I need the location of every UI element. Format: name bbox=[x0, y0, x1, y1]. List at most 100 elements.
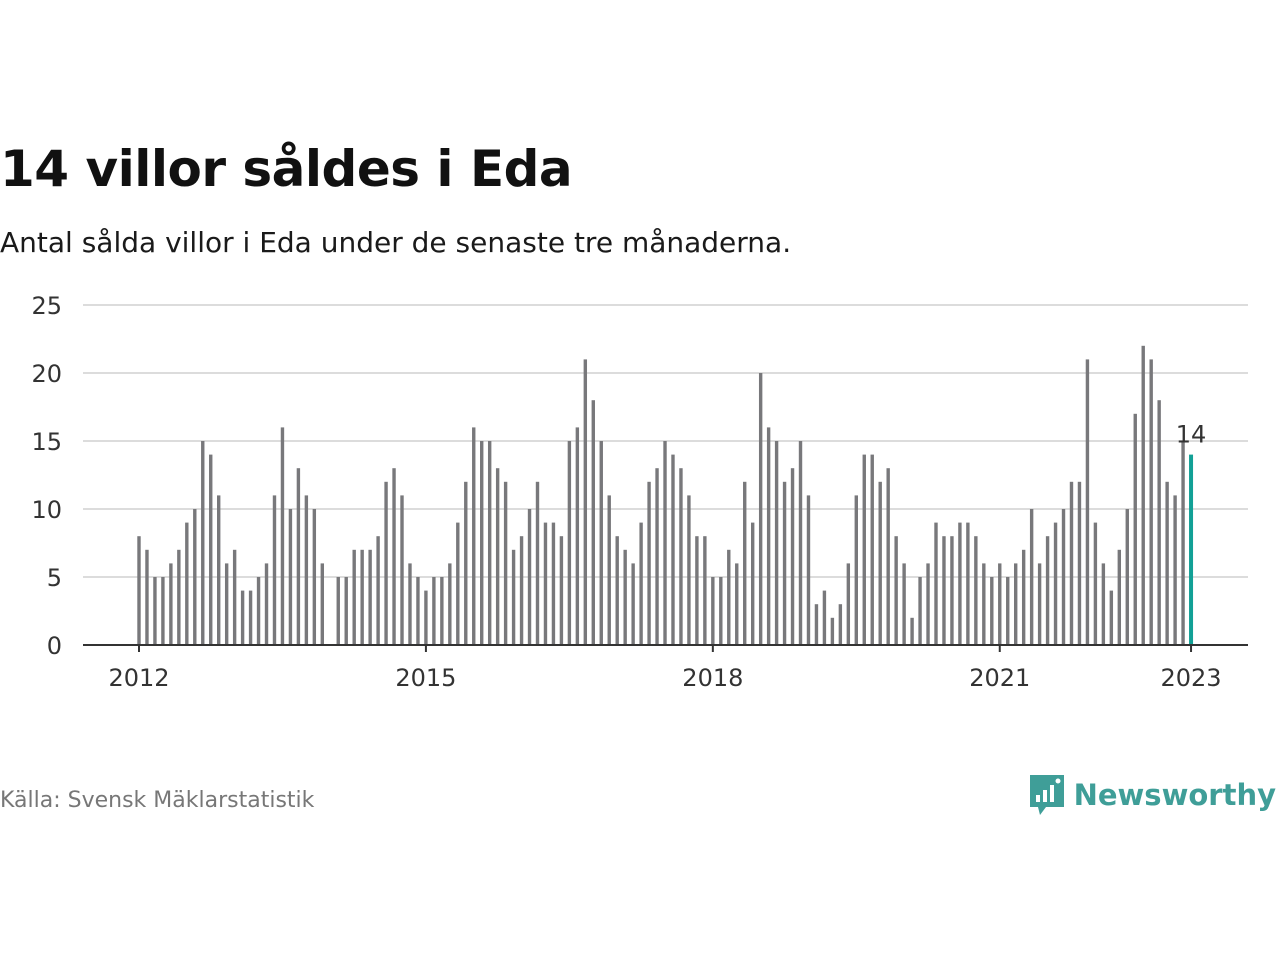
bar bbox=[870, 454, 874, 645]
bar bbox=[535, 481, 540, 645]
bar bbox=[440, 577, 444, 645]
x-tick-label: 2012 bbox=[108, 664, 169, 692]
bar bbox=[336, 577, 340, 645]
bar bbox=[256, 577, 261, 645]
bar bbox=[1101, 563, 1106, 645]
bar bbox=[368, 549, 372, 645]
bar bbox=[703, 536, 707, 645]
bar bbox=[567, 441, 572, 645]
bar bbox=[487, 441, 492, 645]
bar bbox=[495, 468, 500, 645]
newsworthy-logo-icon bbox=[1029, 775, 1064, 815]
bar bbox=[1157, 400, 1161, 645]
bar bbox=[743, 481, 747, 645]
highlight-value-label: 14 bbox=[1176, 421, 1207, 449]
bar bbox=[224, 563, 229, 645]
bar bbox=[543, 522, 548, 645]
bar bbox=[599, 441, 603, 645]
bar bbox=[344, 577, 348, 645]
x-tick-label: 2021 bbox=[969, 664, 1030, 692]
bar bbox=[201, 441, 205, 645]
bar bbox=[966, 522, 970, 645]
bar bbox=[878, 481, 882, 645]
bar bbox=[1045, 536, 1050, 645]
bar bbox=[264, 563, 269, 645]
bar bbox=[312, 509, 317, 645]
bar bbox=[918, 577, 922, 645]
bar bbox=[400, 495, 404, 645]
bar bbox=[1117, 549, 1122, 645]
bar bbox=[623, 549, 627, 645]
bar bbox=[376, 536, 380, 645]
bar bbox=[1053, 522, 1058, 645]
bar bbox=[758, 373, 763, 645]
brand-logo[interactable]: Newsworthy bbox=[1028, 773, 1276, 817]
bar bbox=[551, 522, 556, 645]
bar bbox=[902, 563, 906, 645]
bar bbox=[615, 536, 619, 645]
bar bbox=[950, 536, 954, 645]
bar bbox=[942, 536, 946, 645]
bar bbox=[886, 468, 890, 645]
bar bbox=[639, 522, 643, 645]
bar bbox=[990, 577, 994, 645]
bar bbox=[472, 427, 476, 645]
bar bbox=[503, 481, 508, 645]
bar-chart: 0 5 10 15 20 25 2012 2015 2018 2021 2023 14 bbox=[31, 292, 1248, 692]
bar bbox=[424, 590, 428, 645]
bar bbox=[145, 549, 149, 645]
bar bbox=[217, 495, 221, 645]
bar bbox=[1014, 563, 1018, 645]
bar bbox=[1021, 549, 1026, 645]
y-tick-label: 15 bbox=[31, 428, 62, 456]
bar bbox=[153, 577, 157, 645]
bar bbox=[854, 495, 858, 645]
bar bbox=[814, 604, 819, 645]
bar bbox=[456, 522, 460, 645]
bar bbox=[822, 590, 827, 645]
bar bbox=[304, 495, 309, 645]
bar bbox=[1093, 522, 1098, 645]
bar bbox=[1037, 563, 1042, 645]
y-tick-label: 25 bbox=[31, 292, 62, 320]
x-tick-label: 2015 bbox=[395, 664, 456, 692]
x-tick-label: 2023 bbox=[1161, 664, 1222, 692]
bar bbox=[1029, 509, 1034, 645]
bar bbox=[248, 590, 253, 645]
bar bbox=[998, 563, 1002, 645]
bar bbox=[766, 427, 771, 645]
bar bbox=[934, 522, 938, 645]
bar bbox=[519, 536, 524, 645]
bar bbox=[193, 509, 197, 645]
bar bbox=[1006, 577, 1010, 645]
bar bbox=[798, 441, 803, 645]
bars bbox=[137, 345, 1194, 645]
bar bbox=[1069, 481, 1074, 645]
bar bbox=[464, 481, 468, 645]
bar bbox=[782, 481, 787, 645]
bar bbox=[655, 468, 659, 645]
bar bbox=[862, 454, 866, 645]
bar bbox=[750, 522, 755, 645]
source-note: Källa: Svensk Mäklarstatistik bbox=[0, 788, 315, 813]
bar bbox=[774, 441, 779, 645]
y-tick-label: 10 bbox=[31, 496, 62, 524]
bar bbox=[392, 468, 396, 645]
bar bbox=[790, 468, 795, 645]
y-tick-label: 20 bbox=[31, 360, 62, 388]
chart-subtitle: Antal sålda villor i Eda under de senast… bbox=[0, 226, 792, 259]
bar bbox=[958, 522, 962, 645]
bar bbox=[679, 468, 683, 645]
bar bbox=[384, 481, 388, 645]
bar bbox=[1141, 345, 1145, 645]
bar bbox=[177, 549, 181, 645]
bar bbox=[360, 549, 364, 645]
bar bbox=[719, 577, 723, 645]
y-tick-label: 5 bbox=[47, 564, 62, 592]
bar bbox=[1173, 495, 1177, 645]
bar bbox=[280, 427, 285, 645]
brand-name: Newsworthy bbox=[1073, 778, 1276, 812]
bar bbox=[607, 495, 611, 645]
bar bbox=[240, 590, 245, 645]
bar bbox=[735, 563, 739, 645]
